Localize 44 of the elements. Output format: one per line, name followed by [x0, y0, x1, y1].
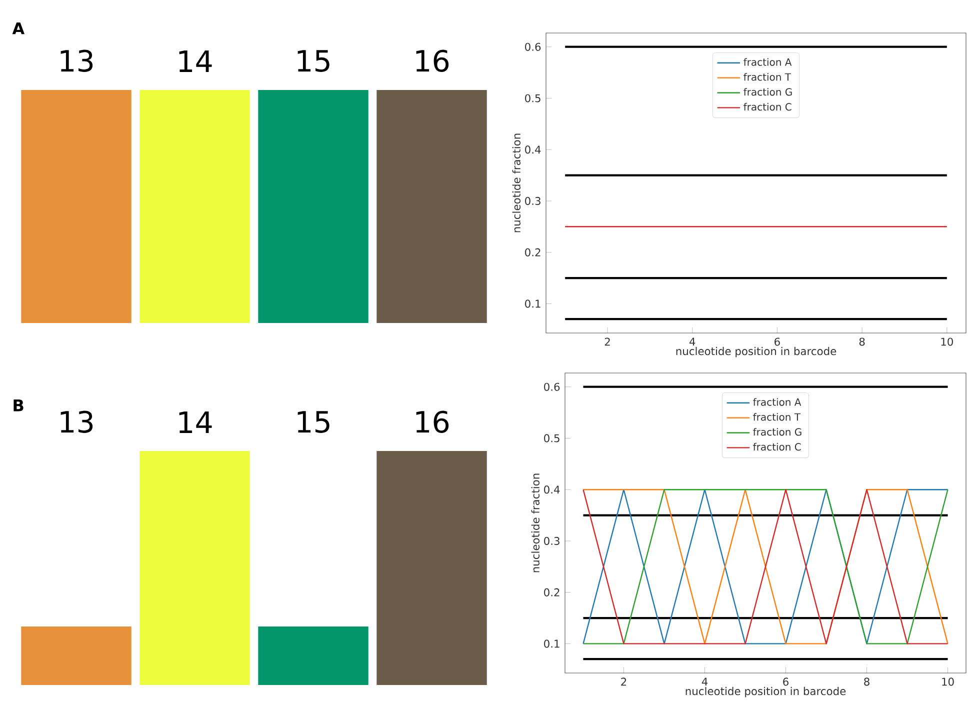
y-tick-label: 0.6: [525, 42, 541, 51]
y-tick-label: 0.1: [544, 640, 560, 648]
legend-label: fraction G: [753, 428, 802, 436]
y-tick-label: 0.3: [525, 196, 540, 205]
y-tick-label: 0.6: [544, 382, 560, 391]
y-axis-title: nucleotide fraction: [531, 474, 540, 572]
legend-label: fraction C: [744, 102, 792, 111]
x-tick-label: 8: [859, 338, 865, 346]
x-tick-label: 13: [60, 50, 93, 72]
legend-label: fraction A: [753, 398, 802, 406]
x-tick-label: 4: [702, 678, 708, 686]
legend-label: fraction T: [744, 73, 792, 81]
y-tick-label: 0.5: [544, 434, 560, 442]
y-axis-title: nucleotide fraction: [512, 134, 521, 232]
y-tick-label: 0.2: [525, 248, 540, 256]
x-axis-title: nucleotide position in barcode: [686, 686, 846, 698]
x-tick-label: 6: [783, 678, 788, 686]
y-tick-label: 0.2: [544, 588, 560, 596]
text: B: [14, 400, 24, 412]
x-axis-title: nucleotide position in barcode: [676, 346, 836, 358]
x-tick-label: 10: [942, 678, 954, 686]
x-tick-label: 10: [941, 338, 953, 346]
legend-label: fraction A: [744, 58, 792, 66]
x-tick-label: 15: [298, 50, 330, 72]
x-tick-label: 4: [689, 338, 696, 346]
x-tick-label: 2: [621, 678, 626, 686]
x-tick-label: 14: [179, 50, 212, 72]
x-tick-label: 15: [298, 411, 330, 433]
x-tick-label: 6: [774, 338, 780, 346]
y-tick-label: 0.4: [544, 486, 560, 494]
text: A: [12, 22, 25, 34]
y-tick-label: 0.5: [525, 94, 540, 102]
legend-label: fraction T: [753, 413, 801, 421]
y-tick-label: 0.1: [525, 300, 540, 308]
x-tick-label: 2: [604, 338, 610, 346]
y-tick-label: 0.3: [544, 536, 560, 545]
legend-label: fraction C: [753, 442, 801, 451]
x-tick-label: 16: [416, 50, 449, 72]
x-tick-label: 8: [864, 678, 870, 686]
x-tick-label: 13: [60, 410, 93, 433]
x-tick-label: 14: [179, 412, 212, 433]
x-tick-label: 16: [416, 410, 449, 433]
y-tick-label: 0.4: [525, 146, 541, 154]
legend-label: fraction G: [744, 88, 792, 96]
